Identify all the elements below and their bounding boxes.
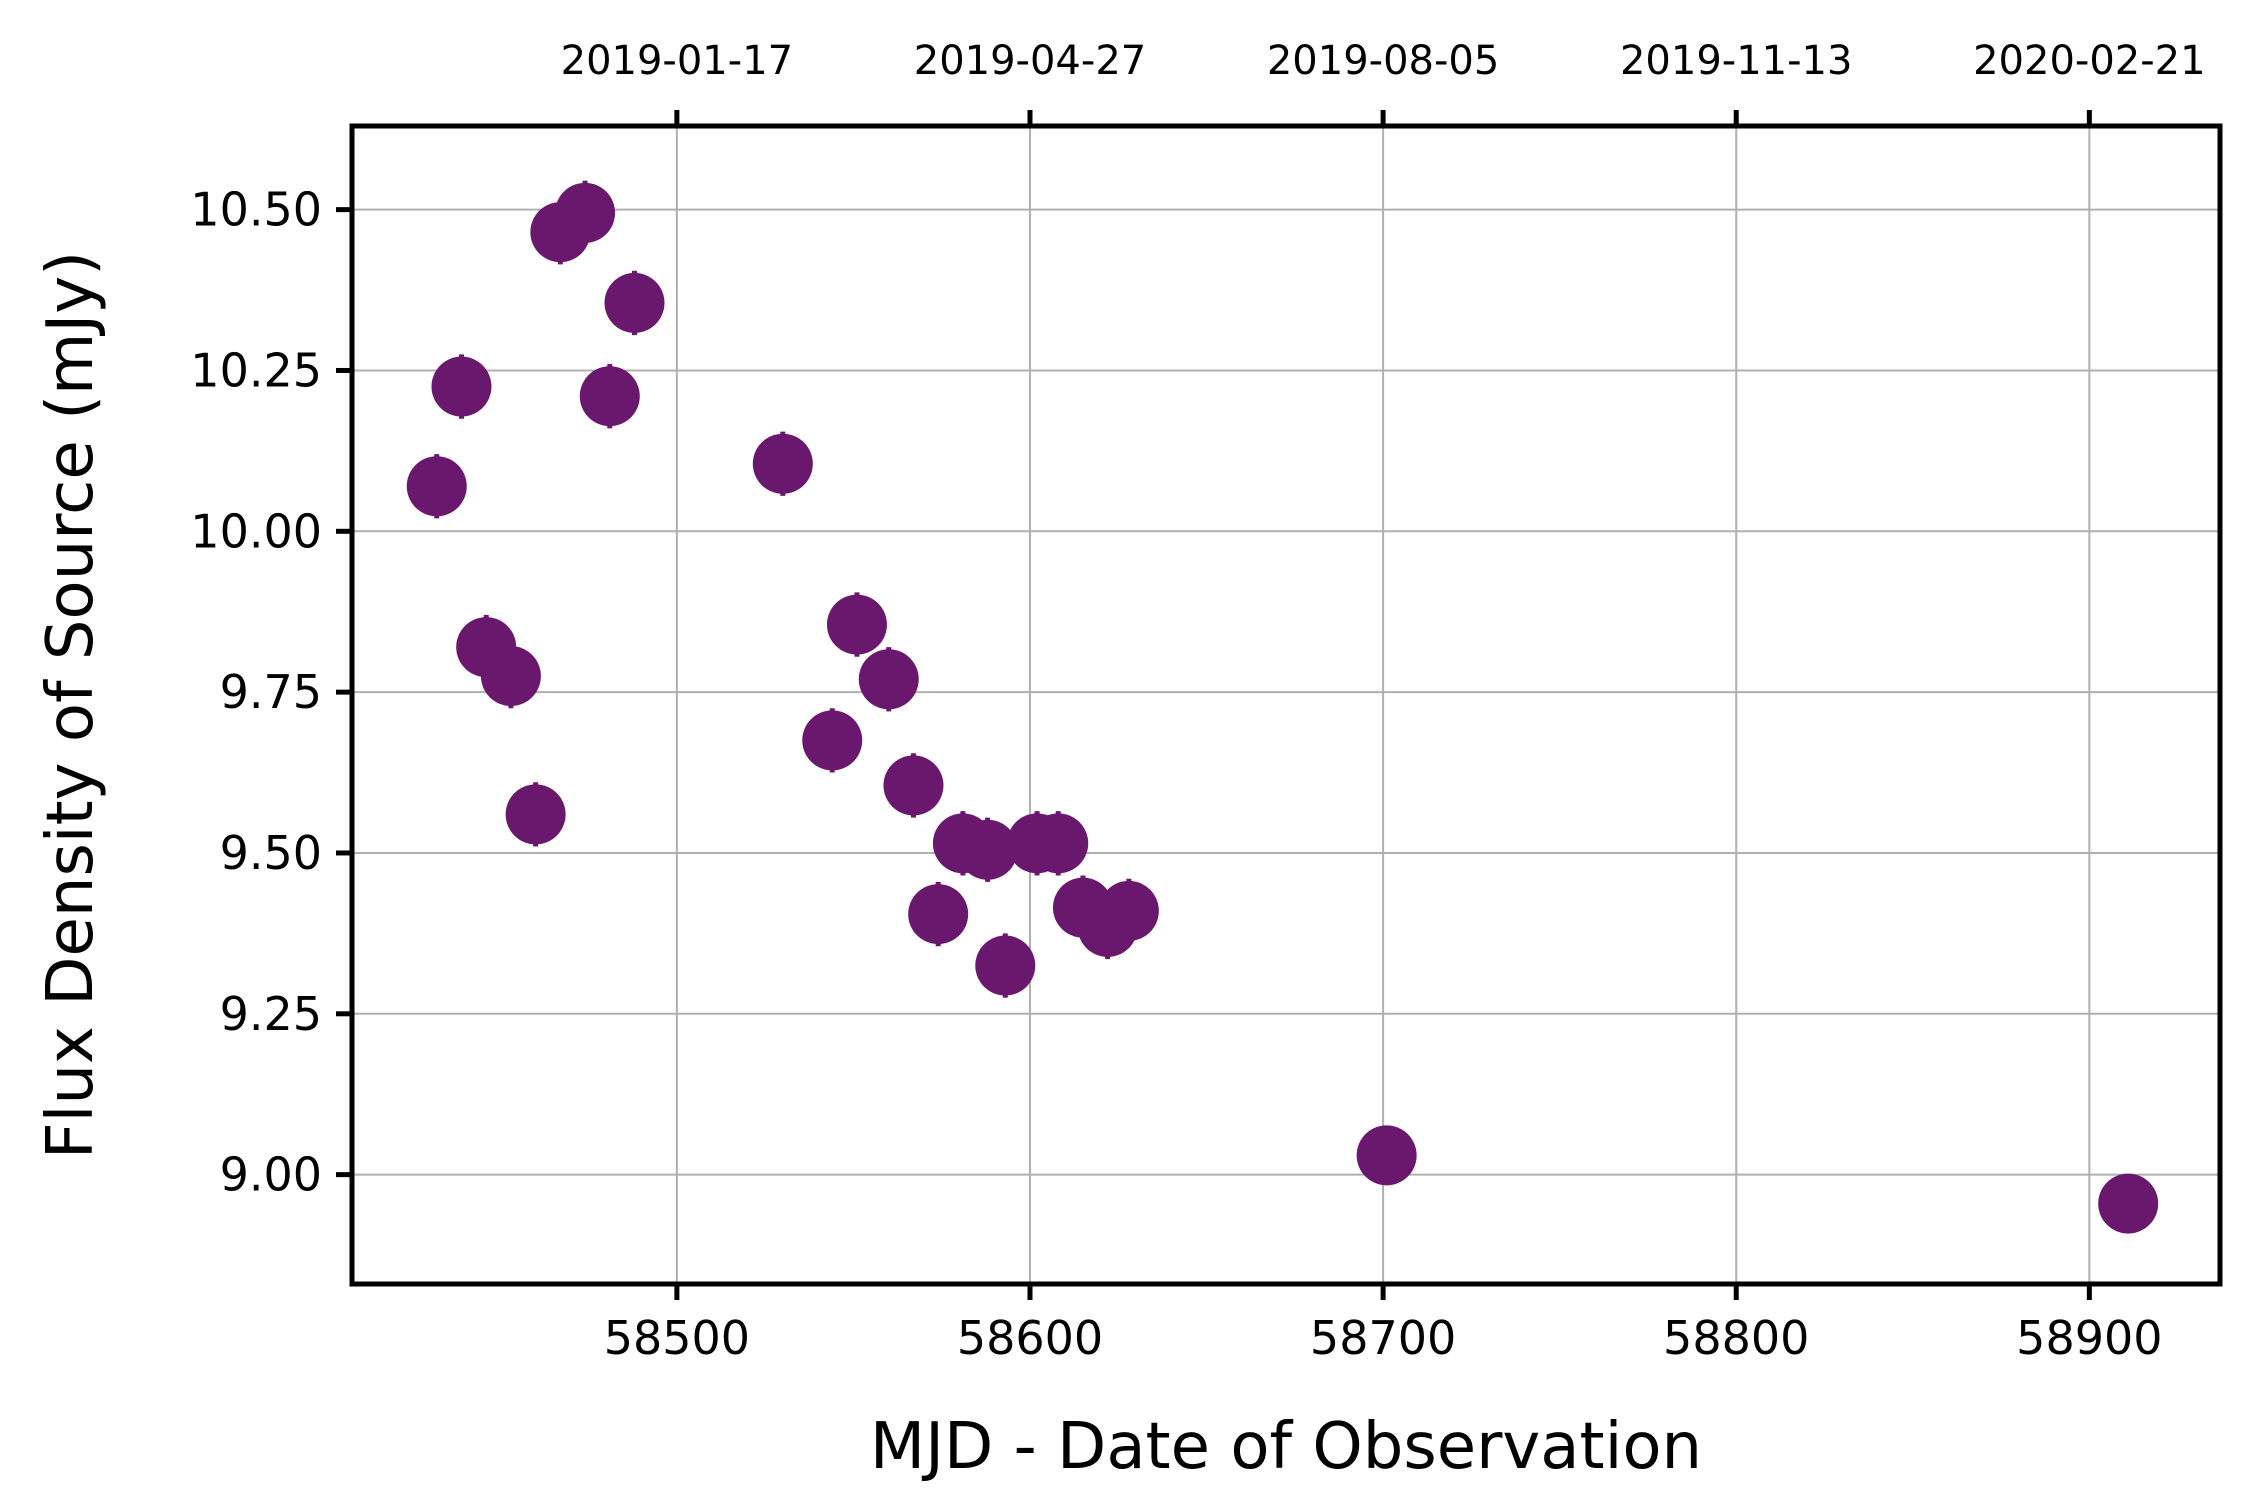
data-points	[406, 180, 2159, 1234]
y-tick-label: 9.75	[220, 665, 322, 719]
data-point	[1356, 1125, 1417, 1186]
data-point	[579, 364, 640, 429]
top-tick-label: 2019-11-13	[1620, 38, 1852, 84]
data-point-marker	[604, 272, 665, 333]
data-point	[555, 180, 616, 246]
top-tick-label: 2019-04-27	[914, 38, 1146, 84]
data-point-marker	[1356, 1125, 1417, 1186]
data-point-marker	[505, 784, 566, 845]
top-tick-label: 2019-08-05	[1267, 38, 1499, 84]
data-point-marker	[908, 884, 969, 945]
data-point-marker	[752, 433, 813, 494]
data-point	[908, 881, 969, 947]
x-tick-label: 58600	[957, 1311, 1103, 1365]
top-tick-label: 2020-02-21	[1973, 38, 2205, 84]
y-axis-title: Flux Density of Source (mJy)	[34, 251, 108, 1159]
data-point	[975, 933, 1036, 998]
top-tick-label: 2019-01-17	[561, 38, 793, 84]
data-point-marker	[883, 755, 944, 816]
grid-lines	[352, 126, 2220, 1284]
x-axis-title: MJD - Date of Observation	[870, 1410, 1702, 1484]
data-point	[604, 270, 665, 336]
data-point-marker	[406, 456, 467, 517]
x-tick-label: 58500	[604, 1311, 750, 1365]
data-point-marker	[826, 594, 887, 655]
y-tick-label: 10.00	[190, 504, 322, 558]
tick-labels: 58500 58600 58700 58800 58900 2019-01-17 2019-…	[190, 38, 2205, 1365]
y-tick-label: 9.00	[220, 1148, 322, 1202]
x-tick-label: 58700	[1310, 1311, 1456, 1365]
data-point-marker	[975, 935, 1036, 996]
data-point	[826, 592, 887, 657]
data-point-marker	[957, 819, 1018, 880]
y-tick-label: 9.50	[220, 826, 322, 880]
axis-ticks	[336, 110, 2092, 1300]
data-point	[752, 431, 813, 496]
data-point-marker	[480, 646, 541, 707]
data-point	[883, 753, 944, 818]
data-point	[1028, 811, 1089, 876]
data-point-marker	[579, 366, 640, 427]
data-point	[480, 643, 541, 709]
data-point-marker	[2098, 1173, 2159, 1234]
plot-frame	[349, 123, 2223, 1287]
x-tick-label: 58900	[2016, 1311, 2162, 1365]
y-tick-label: 10.25	[190, 343, 322, 397]
data-point	[2098, 1173, 2159, 1234]
data-point-marker	[802, 710, 863, 771]
data-point-marker	[431, 356, 492, 417]
data-point-marker	[858, 649, 919, 710]
data-point	[431, 354, 492, 419]
data-point	[406, 454, 467, 519]
data-point	[802, 708, 863, 773]
data-point-marker	[555, 182, 616, 243]
y-tick-label: 10.50	[190, 183, 322, 237]
y-tick-label: 9.25	[220, 987, 322, 1041]
data-point	[858, 647, 919, 712]
x-tick-label: 58800	[1663, 1311, 1809, 1365]
data-point	[505, 782, 566, 847]
data-point-marker	[1028, 813, 1089, 874]
data-point	[957, 817, 1018, 882]
data-point-marker	[1098, 880, 1159, 941]
data-point	[1098, 878, 1159, 944]
